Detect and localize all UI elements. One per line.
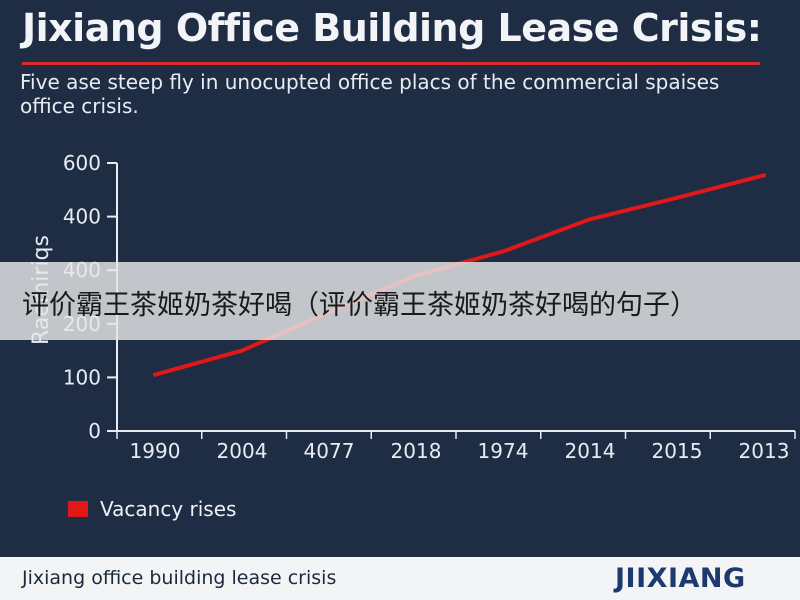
- footer-logo: JIIXIANG: [615, 563, 746, 594]
- data-point: [762, 173, 766, 178]
- data-point: [675, 195, 679, 200]
- y-tick-label: 100: [63, 365, 101, 389]
- footer-bar: Jixiang office building lease crisis JII…: [0, 557, 800, 600]
- chart-subtitle: Five ase steep fly in unocupted office p…: [20, 70, 720, 118]
- y-tick-label: 0: [88, 419, 101, 443]
- x-tick-label: 2015: [652, 439, 703, 463]
- x-tick-label: 2018: [391, 439, 442, 463]
- legend: Vacancy rises: [68, 497, 236, 521]
- title-divider: [22, 62, 760, 65]
- watermark-band: [0, 262, 800, 340]
- x-tick-label: 1990: [130, 439, 181, 463]
- watermark-text: 评价霸王茶姬奶茶好喝（评价霸王茶姬奶茶好喝的句子）: [22, 290, 697, 321]
- chart-title: Jixiang Office Building Lease Crisis:: [22, 6, 762, 50]
- x-axis-ticks: 1990 2004 4077 2018 1974 2014 2015 2013: [116, 431, 796, 463]
- data-point: [588, 217, 592, 222]
- x-tick-label: 2014: [565, 439, 616, 463]
- y-tick-label: 400: [63, 205, 101, 229]
- legend-swatch: [68, 501, 88, 517]
- footer-caption: Jixiang office building lease crisis: [22, 567, 337, 589]
- data-point: [501, 249, 505, 254]
- x-tick-label: 4077: [304, 439, 355, 463]
- x-tick-label: 2004: [217, 439, 268, 463]
- x-tick-label: 1974: [478, 439, 529, 463]
- data-point: [153, 372, 157, 377]
- x-tick-label: 2013: [739, 439, 790, 463]
- legend-label: Vacancy rises: [100, 497, 237, 521]
- y-tick-label: 600: [63, 151, 101, 175]
- data-point: [240, 348, 244, 353]
